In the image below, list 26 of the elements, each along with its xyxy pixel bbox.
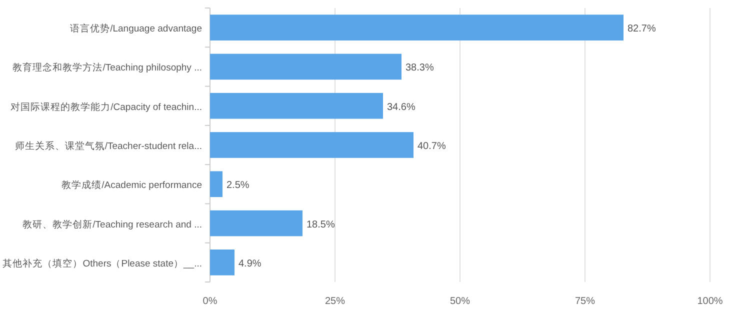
bar [210,210,302,236]
data-label: 18.5% [306,219,335,230]
data-label: 4.9% [238,258,262,270]
data-label: 38.3% [406,62,434,74]
bar [210,92,383,119]
y-tick-label: 对国际课程的教学能力/Capacity of teachin... [10,100,202,113]
y-tick-label: 师生关系、课堂气氛/Teacher-student rela... [14,140,202,152]
bar [210,14,624,40]
bar [210,171,222,198]
y-tick-label: 其他补充（填空）Others（Please state）__... [2,257,202,270]
x-tick-label: 75% [574,296,596,307]
y-tick-label: 教育理念和教学方法/Teaching philosophy ... [12,62,202,74]
data-label: 82.7% [628,24,656,35]
y-tick-label: 教研、教学创新/Teaching research and ... [22,218,202,230]
y-tick-label: 教学成绩/Academic performance [62,179,202,192]
x-tick-label: 100% [697,296,723,307]
bar [210,132,414,158]
x-tick-label: 0% [202,296,218,307]
bar [210,54,402,80]
y-tick-label: 语言优势/Language advantage [70,22,202,35]
x-tick-label: 50% [450,296,470,307]
data-label: 40.7% [418,141,446,152]
bar [210,250,234,276]
data-label: 34.6% [387,102,416,113]
data-label: 2.5% [226,180,250,192]
x-tick-label: 25% [324,296,346,307]
